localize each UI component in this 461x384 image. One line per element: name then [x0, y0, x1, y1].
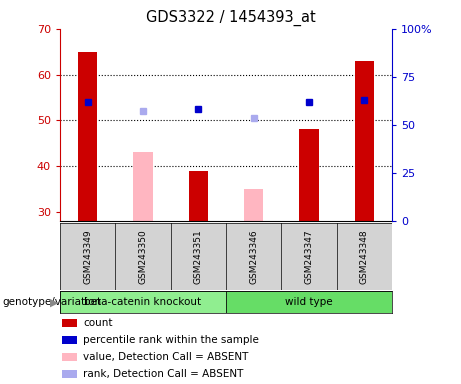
Bar	[133, 152, 153, 221]
Bar	[299, 129, 319, 221]
Text: value, Detection Call = ABSENT: value, Detection Call = ABSENT	[83, 352, 248, 362]
Text: beta-catenin knockout: beta-catenin knockout	[84, 297, 201, 307]
Text: GSM243350: GSM243350	[138, 229, 148, 284]
Bar	[62, 319, 77, 327]
Text: GSM243349: GSM243349	[83, 229, 92, 284]
Bar	[78, 52, 97, 221]
Bar	[226, 291, 392, 313]
Text: genotype/variation: genotype/variation	[2, 297, 101, 307]
Bar	[62, 370, 77, 378]
Text: GSM243348: GSM243348	[360, 229, 369, 284]
Text: wild type: wild type	[285, 297, 333, 307]
Text: GDS3322 / 1454393_at: GDS3322 / 1454393_at	[146, 10, 315, 26]
Bar	[62, 353, 77, 361]
Text: percentile rank within the sample: percentile rank within the sample	[83, 335, 259, 345]
Text: count: count	[83, 318, 112, 328]
Text: ▶: ▶	[50, 297, 58, 307]
Text: GSM243347: GSM243347	[304, 229, 313, 284]
Bar	[62, 336, 77, 344]
Text: GSM243346: GSM243346	[249, 229, 258, 284]
Bar	[189, 170, 208, 221]
Bar	[244, 189, 263, 221]
Text: GSM243351: GSM243351	[194, 229, 203, 284]
Text: rank, Detection Call = ABSENT: rank, Detection Call = ABSENT	[83, 369, 243, 379]
Bar	[60, 291, 226, 313]
Bar	[355, 61, 374, 221]
